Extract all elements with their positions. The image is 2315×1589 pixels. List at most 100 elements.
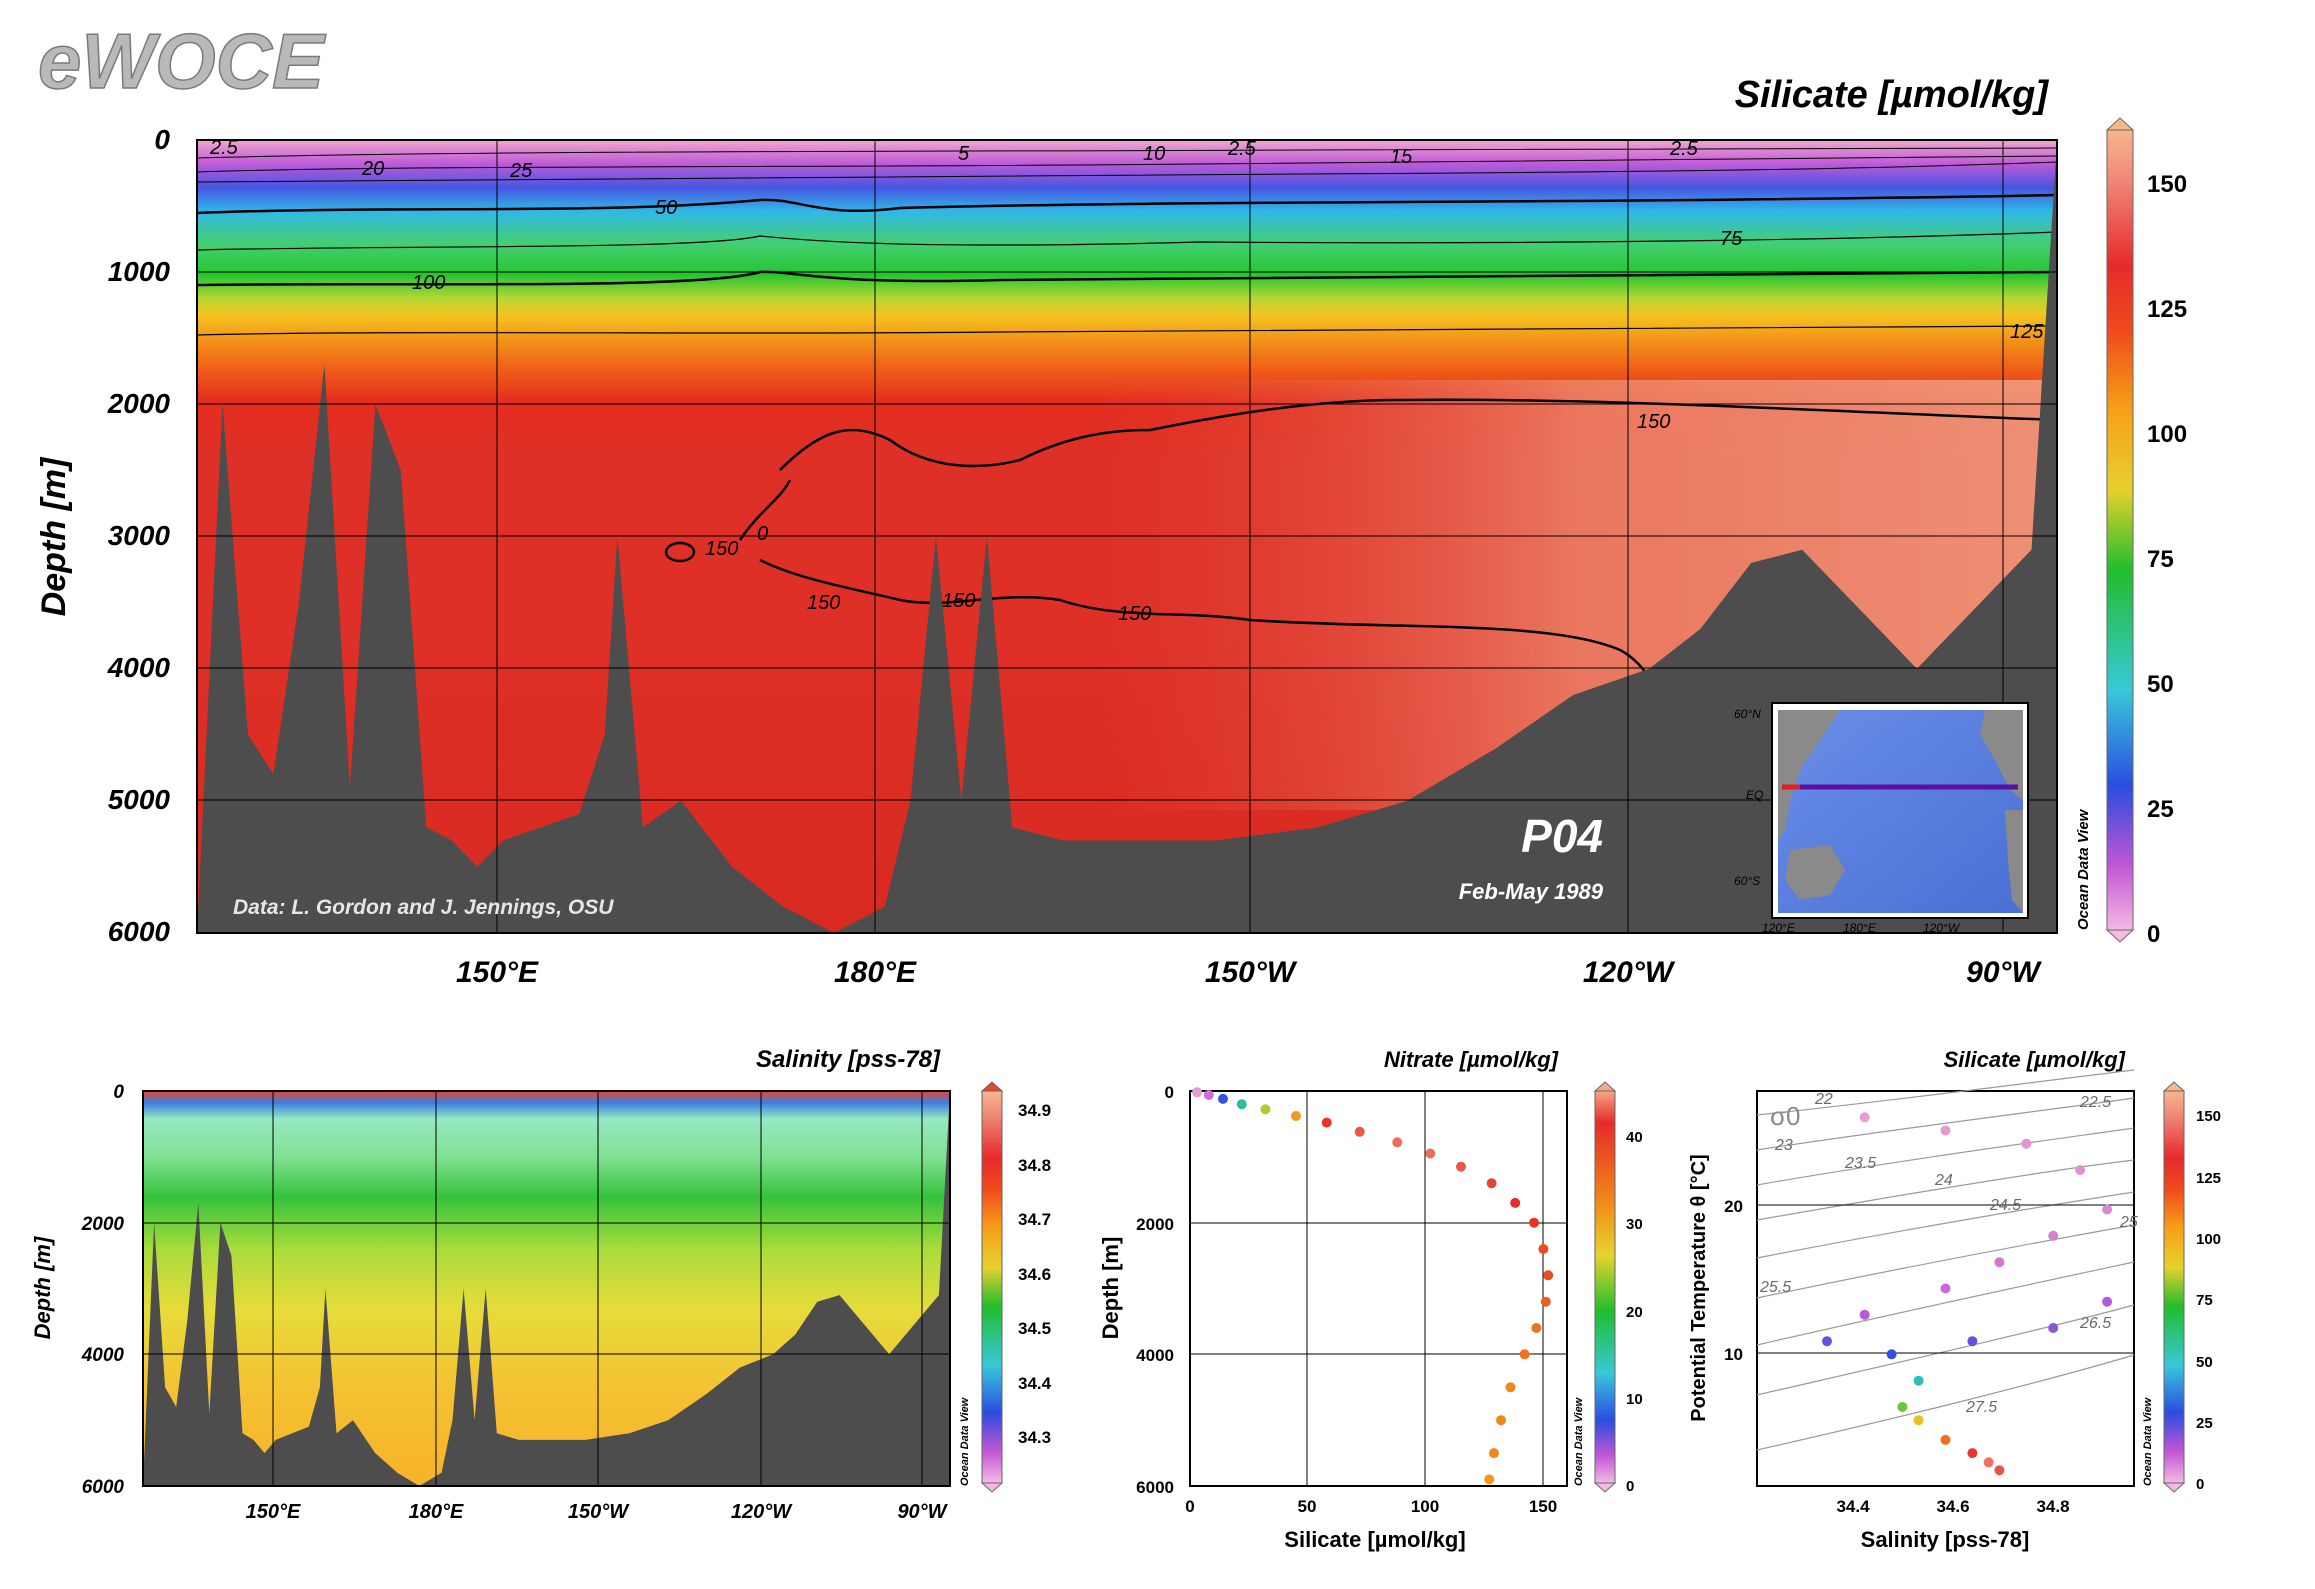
- salinity-section-plot: Salinity [pss-78] 0 2000 4000 6000 Depth…: [30, 1046, 1052, 1523]
- y-tick: 6000: [1136, 1478, 1174, 1497]
- contour-label: 2.5: [1669, 138, 1699, 160]
- ts-point: [1994, 1465, 2005, 1476]
- ts-point: [1940, 1125, 1951, 1136]
- x-tick: 150°W: [1205, 956, 1298, 989]
- y-tick: 20: [1724, 1197, 1743, 1216]
- x-tick: 150°E: [246, 1501, 301, 1523]
- silicate-section-plot: Silicate [µmol/kg]: [35, 74, 2187, 989]
- nitrate-point: [1484, 1474, 1495, 1485]
- nitrate-point: [1529, 1217, 1539, 1228]
- sigma-symbol: σ0: [1770, 1101, 1801, 1131]
- x-tick: 150°E: [456, 956, 539, 989]
- cbar-tick: 30: [1626, 1216, 1643, 1233]
- sigma-label: 27.5: [1965, 1399, 1997, 1416]
- silicate-title: Silicate [µmol/kg]: [1735, 74, 2050, 116]
- ts-point: [1886, 1349, 1897, 1360]
- cbar-tick: 75: [2147, 546, 2174, 573]
- contour-label: 150: [807, 592, 840, 614]
- cbar-tick: 34.6: [1018, 1265, 1051, 1284]
- nitrate-point: [1489, 1448, 1499, 1459]
- inset-lon-label: 120°W: [1923, 921, 1961, 935]
- y-tick: 0: [1165, 1083, 1174, 1102]
- nitrate-point: [1354, 1126, 1365, 1137]
- x-tick: 34.8: [2036, 1497, 2069, 1516]
- data-credit: Data: L. Gordon and J. Jennings, OSU: [233, 896, 614, 919]
- y-tick: 2000: [1136, 1215, 1174, 1234]
- cbar-tick: 125: [2147, 296, 2187, 323]
- cbar-tick: 50: [2196, 1354, 2213, 1371]
- ts-point: [1940, 1434, 1951, 1445]
- nitrate-point: [1192, 1087, 1203, 1098]
- contour-label: 150: [705, 538, 738, 560]
- nitrate-point: [1486, 1178, 1497, 1189]
- inset-lat-label: EQ: [1746, 788, 1763, 802]
- x-tick: 150°W: [568, 1501, 630, 1523]
- section-name: P04: [1521, 810, 1603, 862]
- bathymetry: [197, 140, 2057, 933]
- contour-label: 100: [412, 272, 445, 294]
- nitrate-point: [1510, 1197, 1521, 1208]
- x-tick: 50: [1298, 1497, 1317, 1516]
- cbar-tick: 34.3: [1018, 1428, 1051, 1447]
- sigma-label: 22.5: [2079, 1094, 2111, 1111]
- contour-label: 0: [757, 523, 768, 545]
- salinity-bathymetry: [143, 1091, 950, 1486]
- inset-land-south-america: [2005, 810, 2023, 913]
- sigma-label: 23.5: [1844, 1155, 1876, 1172]
- salinity-y-label: Depth [m]: [30, 1236, 55, 1339]
- contour-label: 2.5: [1227, 138, 1257, 160]
- salinity-colorbar: 34.9 34.8 34.7 34.6 34.5 34.4 34.3 Ocean…: [959, 1081, 1052, 1493]
- y-tick: 2000: [81, 1214, 125, 1235]
- ts-point: [1913, 1375, 1924, 1386]
- ts-point: [1983, 1457, 1994, 1468]
- cbar-tick: 0: [2147, 921, 2160, 948]
- cbar-tick: 100: [2196, 1231, 2221, 1248]
- nitrate-points: [1192, 1087, 1554, 1485]
- y-tick: 1000: [108, 256, 171, 287]
- inset-land-america: [1980, 710, 2023, 800]
- ts-points: [1822, 1112, 2113, 1476]
- inset-land-australia: [1785, 845, 1845, 900]
- silicate-y-ticks: 0 1000 2000 3000 4000 5000 6000: [107, 124, 171, 947]
- x-tick: 100: [1411, 1497, 1439, 1516]
- cbar-tick: 34.8: [1018, 1156, 1051, 1175]
- ts-point: [2102, 1296, 2113, 1307]
- cbar-tick: 150: [2196, 1108, 2221, 1125]
- ts-x-label: Salinity [pss-78]: [1861, 1527, 2030, 1552]
- contour-label: 15: [1390, 146, 1413, 168]
- sigma-label: 24.5: [1989, 1197, 2021, 1214]
- ts-point: [2048, 1323, 2059, 1333]
- inset-map: 60°N EQ 60°S 120°E 180°E 120°W: [1734, 702, 2029, 935]
- contour-label: 150: [942, 590, 975, 612]
- ts-point: [1967, 1336, 1978, 1347]
- ts-point: [1994, 1257, 2005, 1268]
- nitrate-title: Nitrate [µmol/kg]: [1384, 1047, 1559, 1072]
- ts-point: [2048, 1230, 2059, 1241]
- odv-label: Ocean Data View: [1573, 1396, 1585, 1486]
- nitrate-point: [1321, 1117, 1332, 1128]
- inset-lon-label: 120°E: [1762, 921, 1796, 935]
- y-tick: 4000: [81, 1345, 125, 1366]
- nitrate-point: [1496, 1415, 1506, 1426]
- ts-point: [1859, 1309, 1870, 1320]
- inset-lon-label: 180°E: [1843, 921, 1877, 935]
- silicate-y-label: Depth [m]: [35, 456, 73, 616]
- nitrate-point: [1218, 1093, 1228, 1104]
- inset-lat-label: 60°S: [1734, 874, 1760, 888]
- cbar-tick: 75: [2196, 1292, 2213, 1309]
- sigma-label: 24: [1934, 1172, 1953, 1189]
- sigma-label: 22: [1814, 1091, 1833, 1108]
- ts-point: [1897, 1402, 1908, 1412]
- y-tick: 2000: [107, 388, 171, 419]
- contour-lines: [197, 147, 2057, 691]
- x-tick: 0: [1185, 1497, 1194, 1516]
- inset-land-asia: [1778, 710, 1840, 840]
- odv-label: Ocean Data View: [2142, 1396, 2154, 1486]
- contour-label: 150: [1118, 603, 1151, 625]
- odv-label: Ocean Data View: [2075, 808, 2092, 930]
- ts-point: [2102, 1204, 2113, 1215]
- x-tick: 34.6: [1936, 1497, 1969, 1516]
- contour-label: 25: [509, 160, 533, 182]
